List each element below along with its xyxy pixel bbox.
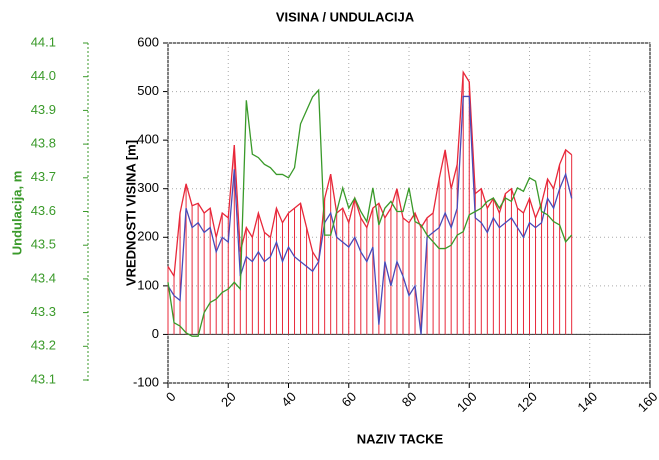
x-tick-label: 140 bbox=[574, 389, 600, 415]
y2-tick-label: 43.4 bbox=[31, 270, 56, 285]
x-axis-label: NAZIV TACKE bbox=[357, 431, 444, 446]
y-tick-label: 200 bbox=[137, 229, 159, 244]
x-tick-label: 60 bbox=[338, 389, 359, 410]
y-tick-label: 100 bbox=[137, 277, 159, 292]
y-tick-label: 300 bbox=[137, 180, 159, 195]
series-line bbox=[167, 88, 573, 337]
y-tick-label: 600 bbox=[137, 34, 159, 49]
y-tick-label: 500 bbox=[137, 83, 159, 98]
x-tick-label: 120 bbox=[514, 389, 540, 415]
y2-axis-label: Undulacija, m bbox=[9, 171, 24, 256]
y2-tick-label: 43.2 bbox=[31, 338, 56, 353]
y2-tick-label: 44.0 bbox=[31, 68, 56, 83]
y2-tick-label: 43.5 bbox=[31, 237, 56, 252]
series-line bbox=[167, 70, 573, 279]
y2-tick-label: 43.8 bbox=[31, 136, 56, 151]
x-tick-label: 80 bbox=[399, 389, 420, 410]
y-axis-label: VREDNOSTI VISINA [m] bbox=[123, 140, 138, 286]
y2-tick-label: 43.3 bbox=[31, 304, 56, 319]
y2-tick-label: 43.9 bbox=[31, 102, 56, 117]
y2-tick-label: 44.1 bbox=[31, 34, 56, 49]
chart-title: VISINA / UNDULACIJA bbox=[276, 9, 415, 24]
y-tick-label: -100 bbox=[133, 374, 159, 389]
y-tick-label: 0 bbox=[152, 326, 159, 341]
series-line bbox=[167, 95, 573, 335]
y-tick-label: 400 bbox=[137, 132, 159, 147]
x-tick-label: 40 bbox=[278, 389, 299, 410]
y2-tick-label: 43.6 bbox=[31, 203, 56, 218]
x-tick-label: 160 bbox=[635, 389, 659, 415]
y2-tick-label: 43.1 bbox=[31, 371, 56, 386]
x-tick-label: 100 bbox=[454, 389, 480, 415]
x-tick-label: 20 bbox=[218, 389, 239, 410]
y2-tick-label: 43.7 bbox=[31, 169, 56, 184]
x-tick-label: 0 bbox=[163, 389, 179, 405]
